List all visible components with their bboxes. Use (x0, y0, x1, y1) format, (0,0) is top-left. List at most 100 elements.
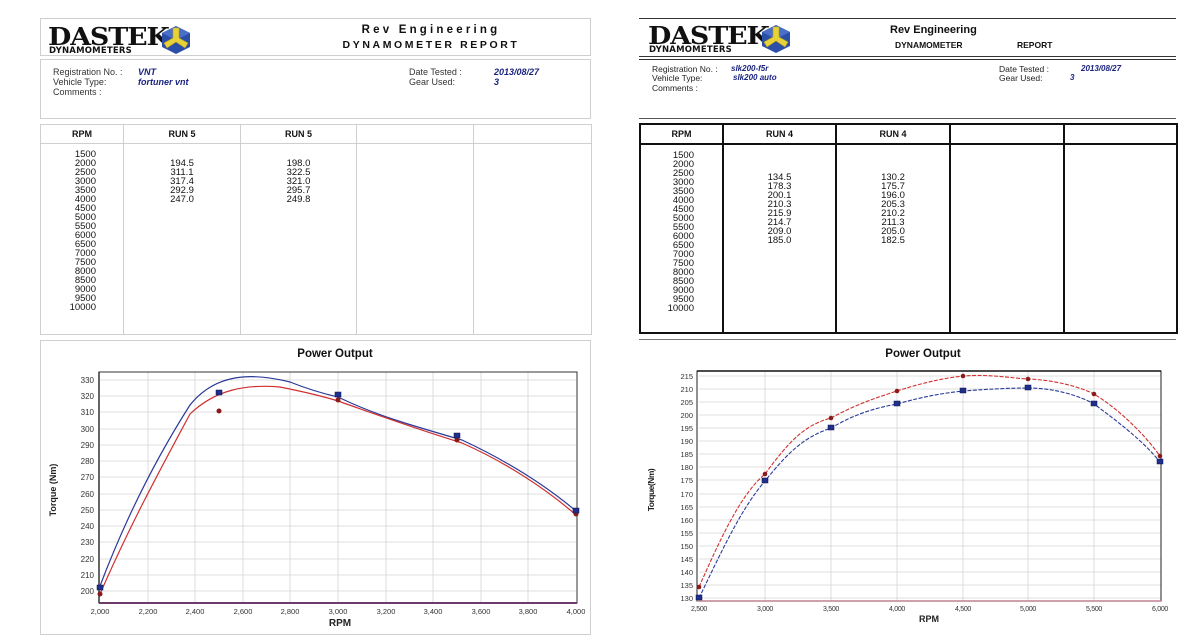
svg-text:3,200: 3,200 (377, 607, 396, 616)
svg-text:175: 175 (680, 476, 693, 485)
empty-column (356, 143, 474, 335)
svg-text:210: 210 (81, 571, 95, 580)
rpm-column: 1500 2000 2500 3000 3500 4000 4500 5000 5500 6000… (40, 143, 124, 335)
svg-text:3,000: 3,000 (757, 606, 773, 613)
svg-text:320: 320 (81, 392, 95, 401)
svg-text:155: 155 (680, 529, 693, 538)
rpm-column: 1500 2000 2500 3000 3500 4000 4500 5000 5500 6000… (639, 143, 724, 334)
svg-text:2,000: 2,000 (91, 607, 110, 616)
dastek-logo: DASTEK DYNAMOMETERS (48, 25, 190, 56)
date-tested-value: 2013/08/27 (1081, 64, 1122, 73)
header-rule (639, 56, 1176, 57)
run-table: RPM RUN 4 RUN 4 1500 2000 2500 3000 3500 4000… (639, 123, 1178, 334)
run-b-column: 198.0 322.5 321.0 295.7 249.8 (240, 143, 357, 335)
date-tested-value: 2013/08/27 (494, 67, 540, 77)
run-b-column: 130.2 175.7 196.0 205.3 210.2 211.3 205.0 182.5 (835, 143, 951, 334)
dastek-cube-icon (762, 25, 790, 53)
svg-text:205: 205 (680, 398, 693, 407)
svg-text:2,600: 2,600 (234, 607, 253, 616)
torque-chart-right: 215 210 205 200 195 190 185 180 175 170 165 160 155 1… (646, 370, 1169, 624)
table-bottom-rule (639, 339, 1176, 340)
svg-text:200: 200 (680, 411, 693, 420)
svg-text:2,500: 2,500 (691, 606, 707, 613)
x-tick-labels: 2,500 3,000 3,500 4,000 4,500 5,000 5,500 6,000 (691, 606, 1169, 613)
y-axis-label: Torque(Nm) (646, 468, 656, 511)
svg-text:4,000: 4,000 (567, 607, 586, 616)
svg-text:240: 240 (81, 522, 95, 531)
comments-label: Comments : (652, 83, 698, 93)
torque-chart-left: 330 320 310 300 290 280 270 260 250 240 230 220 210 2… (48, 371, 586, 629)
svg-text:3,800: 3,800 (519, 607, 538, 616)
svg-text:230: 230 (81, 538, 95, 547)
gear-used-label: Gear Used: (409, 77, 456, 87)
gear-used-value: 3 (494, 77, 500, 87)
series-run-b-line (99, 376, 577, 587)
svg-text:2,400: 2,400 (186, 607, 205, 616)
header-rule (639, 59, 1176, 60)
col-header-rpm: RPM (639, 123, 724, 145)
svg-text:200: 200 (81, 587, 95, 596)
col-header-run-a: RUN 4 (722, 123, 837, 145)
svg-text:300: 300 (81, 425, 95, 434)
col-header-empty (1063, 123, 1178, 145)
svg-text:165: 165 (680, 503, 693, 512)
col-header-run-b: RUN 4 (835, 123, 951, 145)
report-title-part-b: REPORT (1017, 40, 1053, 50)
svg-text:185: 185 (680, 450, 693, 459)
x-axis-label: RPM (329, 618, 351, 629)
series-run-b-markers (96, 389, 580, 591)
info-rule (639, 118, 1176, 119)
date-tested-label: Date Tested : (999, 64, 1049, 74)
svg-text:260: 260 (81, 490, 95, 499)
report-title-part-a: DYNAMOMETER (895, 40, 963, 50)
svg-text:4,000: 4,000 (889, 606, 905, 613)
x-axis-label: RPM (919, 614, 939, 624)
report-header: DASTEK DYNAMOMETERS Rev Engineering DYNA… (40, 18, 591, 56)
registration-label: Registration No. : (652, 64, 718, 74)
svg-text:4,500: 4,500 (955, 606, 971, 613)
company-name: Rev Engineering (890, 24, 977, 36)
vehicle-type-label: Vehicle Type: (53, 77, 107, 87)
registration-value: slk200-f5r (731, 64, 769, 73)
company-name: Rev Engineering (361, 24, 501, 36)
gear-used-value: 3 (1070, 73, 1075, 82)
vehicle-type-value: slk200 auto (733, 73, 777, 82)
svg-text:2,200: 2,200 (139, 607, 158, 616)
svg-text:135: 135 (680, 581, 693, 590)
vehicle-type-label: Vehicle Type: (652, 73, 703, 83)
header-top-rule (639, 18, 1176, 19)
series-run-a-markers (696, 373, 1163, 590)
svg-text:150: 150 (680, 542, 693, 551)
svg-text:140: 140 (680, 568, 693, 577)
empty-column (473, 143, 592, 335)
svg-text:3,400: 3,400 (424, 607, 443, 616)
svg-text:5,000: 5,000 (1020, 606, 1036, 613)
y-tick-labels: 215 210 205 200 195 190 185 180 175 170 165 160 155 1… (680, 372, 693, 603)
dastek-logo: DASTEK DYNAMOMETERS (648, 24, 790, 55)
svg-text:5,500: 5,500 (1086, 606, 1102, 613)
y-axis-label: Torque (Nm) (48, 464, 58, 517)
svg-text:190: 190 (680, 437, 693, 446)
svg-text:195: 195 (680, 424, 693, 433)
svg-text:220: 220 (81, 555, 95, 564)
registration-value: VNT (138, 67, 156, 77)
svg-text:2,800: 2,800 (281, 607, 300, 616)
chart-title: Power Output (885, 348, 961, 360)
svg-text:6,000: 6,000 (1152, 606, 1168, 613)
x-tick-labels: 2,000 2,200 2,400 2,600 2,800 3,000 3,200 3,400… (91, 607, 586, 616)
vehicle-type-value: fortuner vnt (138, 77, 189, 87)
svg-text:3,600: 3,600 (472, 607, 491, 616)
report-title: DYNAMOMETER REPORT (342, 39, 520, 51)
svg-text:330: 330 (81, 376, 95, 385)
registration-label: Registration No. : (53, 67, 123, 77)
empty-column (1063, 143, 1178, 334)
col-header-empty (949, 123, 1065, 145)
svg-text:270: 270 (81, 473, 95, 482)
svg-text:310: 310 (81, 408, 95, 417)
svg-text:145: 145 (680, 555, 693, 564)
svg-text:3,000: 3,000 (329, 607, 348, 616)
svg-text:130: 130 (680, 594, 693, 603)
empty-column (949, 143, 1065, 334)
run-a-column: 134.5 178.3 200.1 210.3 215.9 214.7 209.0 185.0 (722, 143, 837, 334)
comments-label: Comments : (53, 87, 102, 97)
